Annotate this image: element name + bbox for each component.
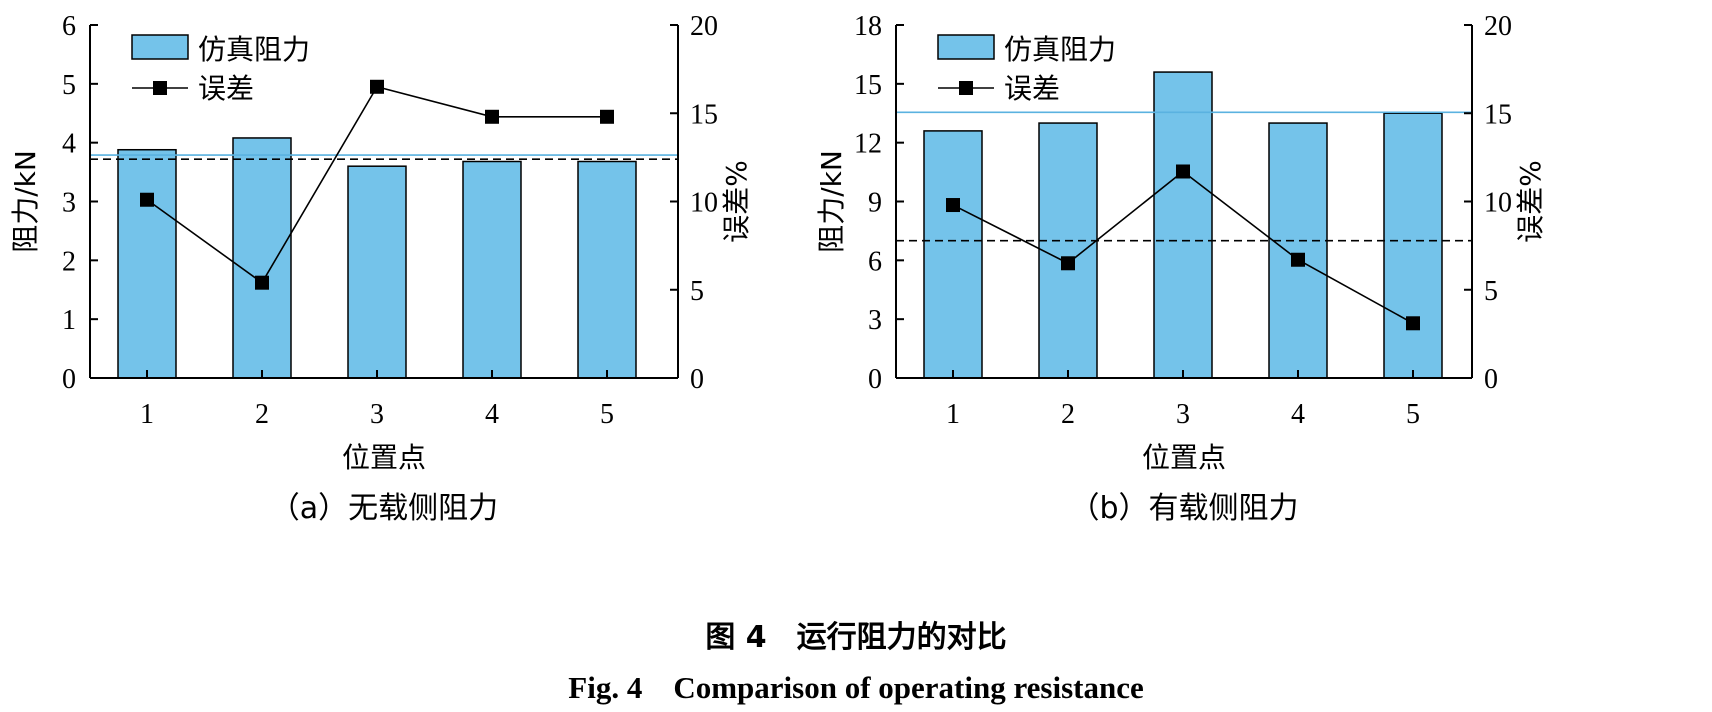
legend-marker-swatch: [153, 81, 167, 95]
right-tick-label: 5: [690, 276, 704, 307]
left-tick-label: 0: [62, 364, 76, 395]
y-axis-title: 阻力/kN: [815, 150, 848, 253]
left-tick-label: 12: [854, 129, 882, 160]
figure-caption-chinese: 图 4 运行阻力的对比: [705, 620, 1007, 655]
right-tick-label: 0: [1484, 364, 1498, 395]
right-tick-label: 20: [690, 11, 718, 42]
bar-sim-resistance: [1038, 122, 1098, 379]
panel-subtitle: （b）有载侧阻力: [1069, 491, 1298, 526]
y-axis-title: 阻力/kN: [9, 150, 42, 253]
left-tick-label: 4: [62, 129, 76, 160]
figure-caption-english: Fig. 4 Comparison of operating resistanc…: [568, 670, 1144, 705]
error-marker: [946, 198, 960, 213]
legend-bar-swatch: [937, 34, 995, 60]
right-tick-label: 0: [690, 364, 704, 395]
right-tick-label: 10: [690, 188, 718, 219]
bar-sim-resistance: [462, 160, 522, 379]
x-axis-title: 位置点: [342, 441, 426, 474]
x-axis-title: 位置点: [1142, 441, 1226, 474]
x-tick-label: 3: [370, 399, 384, 430]
bar-sim-resistance: [347, 165, 407, 379]
bar-sim-resistance: [1383, 112, 1443, 379]
error-marker: [600, 109, 614, 124]
legend-label-error: 误差: [198, 72, 254, 105]
error-marker: [1406, 316, 1420, 331]
error-marker: [140, 192, 154, 207]
left-tick-label: 0: [868, 364, 882, 395]
left-tick-label: 3: [868, 305, 882, 336]
x-tick-label: 2: [255, 399, 269, 430]
legend-label-error: 误差: [1004, 72, 1060, 105]
bar-sim-resistance: [232, 137, 292, 379]
bar-sim-resistance: [577, 160, 637, 379]
error-marker: [370, 79, 384, 94]
x-tick-label: 5: [600, 399, 614, 430]
error-marker: [1291, 252, 1305, 267]
x-tick-label: 3: [1176, 399, 1190, 430]
left-tick-label: 18: [854, 11, 882, 42]
bar-sim-resistance: [1268, 122, 1328, 379]
right-tick-label: 5: [1484, 276, 1498, 307]
error-marker: [485, 109, 499, 124]
left-tick-label: 9: [868, 188, 882, 219]
left-tick-label: 15: [854, 70, 882, 101]
x-tick-label: 5: [1406, 399, 1420, 430]
x-tick-label: 1: [946, 399, 960, 430]
bar-sim-resistance: [117, 148, 177, 379]
panel-subtitle: （a）无载侧阻力: [270, 491, 498, 526]
left-tick-label: 5: [62, 70, 76, 101]
bar-sim-resistance: [1153, 71, 1213, 379]
y2-axis-title: 误差%: [1514, 160, 1547, 243]
right-tick-label: 10: [1484, 188, 1512, 219]
legend-label-sim: 仿真阻力: [1004, 33, 1116, 66]
left-tick-label: 3: [62, 188, 76, 219]
right-tick-label: 20: [1484, 11, 1512, 42]
x-tick-label: 2: [1061, 399, 1075, 430]
legend-marker-swatch: [959, 81, 973, 95]
legend-bar-swatch: [131, 34, 189, 60]
x-tick-label: 4: [1291, 399, 1305, 430]
left-tick-label: 6: [868, 246, 882, 277]
legend-label-sim: 仿真阻力: [198, 33, 310, 66]
y2-axis-title: 误差%: [720, 160, 753, 243]
x-tick-label: 4: [485, 399, 499, 430]
left-tick-label: 6: [62, 11, 76, 42]
x-tick-label: 1: [140, 399, 154, 430]
error-marker: [1061, 256, 1075, 271]
left-tick-label: 1: [62, 305, 76, 336]
bar-sim-resistance: [923, 130, 983, 379]
error-marker: [255, 275, 269, 290]
right-tick-label: 15: [690, 99, 718, 130]
left-tick-label: 2: [62, 246, 76, 277]
error-marker: [1176, 164, 1190, 179]
right-tick-label: 15: [1484, 99, 1512, 130]
